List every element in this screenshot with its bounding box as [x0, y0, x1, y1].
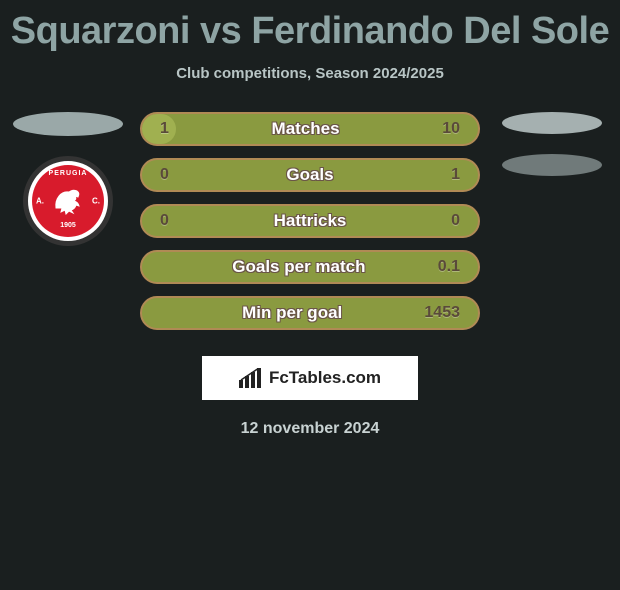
badge-left-letter: A.	[36, 197, 44, 206]
stat-right-value: 0	[451, 212, 460, 230]
footer-date: 12 november 2024	[0, 420, 620, 438]
stat-bar: 1 Matches 10	[140, 112, 480, 146]
stat-right-value: 10	[442, 120, 460, 138]
badge-year: 1905	[60, 222, 76, 229]
left-column: PERUGIA A. C. 1905	[8, 112, 128, 246]
placeholder-ellipse	[13, 112, 123, 136]
club-badge-perugia: PERUGIA A. C. 1905	[23, 156, 113, 246]
stat-label: Min per goal	[242, 303, 342, 323]
placeholder-ellipse	[502, 154, 602, 176]
stat-bar-fill	[142, 114, 176, 144]
stat-bar: 0 Goals 1	[140, 158, 480, 192]
badge-club-name: PERUGIA	[49, 170, 88, 177]
page-title: Squarzoni vs Ferdinando Del Sole	[0, 10, 620, 53]
stat-label: Matches	[272, 119, 340, 139]
stat-left-value: 1	[160, 120, 169, 138]
stat-bar: Goals per match 0.1	[140, 250, 480, 284]
stat-label: Goals	[286, 165, 333, 185]
stat-right-value: 0.1	[438, 258, 460, 276]
stat-label: Goals per match	[232, 257, 365, 277]
stat-right-value: 1	[451, 166, 460, 184]
right-column	[492, 112, 612, 176]
badge-right-letter: C.	[92, 197, 100, 206]
brand-box: FcTables.com	[202, 356, 418, 400]
stat-bars: 1Matches100Goals10Hattricks0Goals per ma…	[128, 112, 492, 330]
bars-chart-icon	[239, 368, 263, 388]
badge-ac: A. C.	[32, 197, 104, 206]
stat-bar: Min per goal 1453	[140, 296, 480, 330]
comparison-content: PERUGIA A. C. 1905 1Matches100Goals10Hat…	[0, 112, 620, 330]
stat-label: Hattricks	[274, 211, 347, 231]
badge-inner: PERUGIA A. C. 1905	[32, 165, 104, 237]
stat-bar: 0 Hattricks 0	[140, 204, 480, 238]
stat-left-value: 0	[160, 166, 169, 184]
brand-text: FcTables.com	[269, 368, 381, 388]
stat-left-value: 0	[160, 212, 169, 230]
placeholder-ellipse	[502, 112, 602, 134]
stat-right-value: 1453	[424, 304, 460, 322]
subtitle: Club competitions, Season 2024/2025	[0, 65, 620, 82]
